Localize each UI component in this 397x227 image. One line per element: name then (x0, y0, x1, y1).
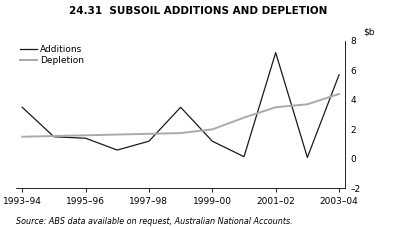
Additions (115, 149, 119, 151)
Additions (178, 106, 183, 109)
Depletion (210, 128, 215, 131)
Additions (242, 155, 247, 158)
Additions (52, 135, 56, 138)
Text: Source: ABS data available on request, Australian National Accounts.: Source: ABS data available on request, A… (16, 217, 293, 226)
Line: Depletion: Depletion (22, 94, 339, 137)
Depletion (273, 106, 278, 109)
Depletion (20, 135, 25, 138)
Additions (273, 51, 278, 54)
Depletion (146, 132, 151, 135)
Depletion (305, 103, 310, 106)
Line: Additions: Additions (22, 53, 339, 158)
Depletion (178, 132, 183, 134)
Additions (20, 106, 25, 109)
Additions (210, 140, 215, 143)
Additions (305, 156, 310, 159)
Depletion (83, 134, 88, 137)
Depletion (115, 133, 119, 136)
Additions (337, 73, 341, 76)
Depletion (242, 116, 247, 119)
Text: 24.31  SUBSOIL ADDITIONS AND DEPLETION: 24.31 SUBSOIL ADDITIONS AND DEPLETION (69, 6, 328, 16)
Text: $b: $b (364, 27, 375, 36)
Depletion (337, 93, 341, 95)
Additions (83, 137, 88, 140)
Depletion (52, 135, 56, 137)
Legend: Additions, Depletion: Additions, Depletion (20, 45, 84, 65)
Additions (146, 140, 151, 143)
